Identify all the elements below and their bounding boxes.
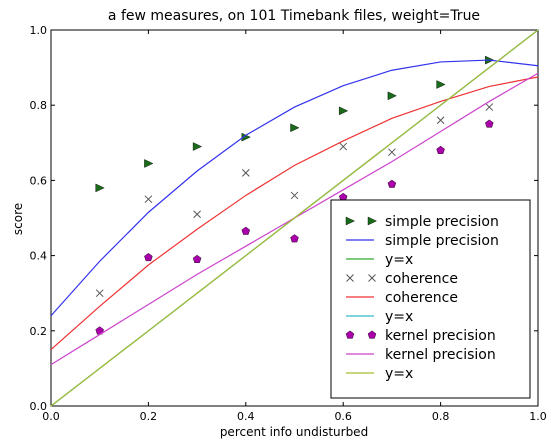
series-coherence-marker-point-stroke-b xyxy=(339,142,348,151)
series-coherence-marker-point xyxy=(193,210,201,219)
series-coherence-marker-point xyxy=(241,169,250,177)
series-simple-precision-marker-point xyxy=(387,91,397,101)
legend-box xyxy=(330,199,531,399)
series-coherence-marker-point xyxy=(388,148,396,157)
x-tick-label: 0.4 xyxy=(237,410,255,423)
series-simple-precision-marker-point xyxy=(144,159,154,168)
legend-entry-y-x-label: y=x xyxy=(385,252,413,268)
series-kernel-precision-marker-point xyxy=(192,254,202,263)
x-tick-label: 0.8 xyxy=(432,410,450,423)
x-tick-label: 0.2 xyxy=(140,410,158,423)
y-tick-label: 0.0 xyxy=(30,400,48,413)
series-kernel-precision-marker-point xyxy=(241,226,251,235)
series-simple-precision-marker-point xyxy=(339,106,349,116)
x-tick-label: 0.0 xyxy=(42,410,60,423)
series-coherence-marker-point xyxy=(95,289,104,298)
series-kernel-precision-marker-point xyxy=(290,234,299,243)
y-tick-label: 1.0 xyxy=(30,24,48,37)
series-simple-precision-marker-point xyxy=(192,142,203,151)
x-axis-label: percent info undisturbed xyxy=(220,425,368,439)
legend-entry-coherence-label: coherence xyxy=(385,290,458,306)
legend: simple precision simple precision y=x coher… xyxy=(330,199,531,399)
series-coherence-marker-point xyxy=(339,142,348,151)
series-coherence-marker-point-stroke-b xyxy=(485,103,494,111)
legend-entry-y-x-label: y=x xyxy=(385,309,413,325)
legend-entry-simple-precision-label: simple precision xyxy=(385,214,499,230)
series-coherence-line-line xyxy=(50,76,539,351)
axes-frame xyxy=(50,29,539,407)
x-tick-label: 0.6 xyxy=(334,410,352,423)
legend-entry-y-x-label: y=x xyxy=(385,366,413,382)
legend-entry-coherence-marker xyxy=(346,274,354,282)
series-simple-precision-marker-point xyxy=(436,80,446,89)
legend-entry-simple-precision-marker xyxy=(367,216,377,226)
series-kernel-precision-marker-point xyxy=(144,253,153,262)
series-coherence-marker-point-stroke-b xyxy=(436,116,445,125)
series-coherence-marker-point-stroke-b xyxy=(241,169,250,177)
legend-entry-kernel-precision-label: kernel precision xyxy=(385,328,496,344)
series-simple-precision-marker-point xyxy=(95,183,105,193)
series-simple-precision-line-line xyxy=(50,59,539,317)
series-coherence-marker-point-stroke-b xyxy=(95,289,104,298)
series-coherence-marker-point xyxy=(144,195,153,204)
series-coherence-marker-point-stroke-b xyxy=(388,148,396,157)
chart-title: a few measures, on 101 Timebank files, w… xyxy=(108,8,480,24)
legend-entry-coherence-marker-stroke-b xyxy=(346,274,354,282)
y-tick-label: 0.6 xyxy=(30,174,48,187)
series-coherence-marker-point-stroke-b xyxy=(144,195,153,204)
y-tick-label: 0.8 xyxy=(30,99,48,112)
series-coherence-marker-point-stroke-b xyxy=(193,210,201,219)
series-simple-precision-marker-point xyxy=(290,123,300,133)
series-coherence-marker-point xyxy=(485,103,494,111)
y-tick-label: 0.2 xyxy=(30,325,48,338)
y-axis-label: score xyxy=(11,203,25,235)
legend-entry-kernel-precision-marker xyxy=(345,330,355,339)
legend-entry-kernel-precision-marker xyxy=(367,330,377,339)
legend-entry-simple-precision-label: simple precision xyxy=(385,233,499,249)
x-tick-label: 1.0 xyxy=(529,410,547,423)
legend-entry-kernel-precision-label: kernel precision xyxy=(385,347,496,363)
plot-area: 0.0 0.2 0.4 0.6 0.8 1.0 0.0 0.2 0.4 0.6 0.8 1.0 xyxy=(30,24,547,423)
legend-entry-coherence-marker-stroke-b xyxy=(368,274,376,282)
series-kernel-precision-marker-point xyxy=(485,119,494,128)
legend-entry-simple-precision-marker xyxy=(345,216,355,226)
y-tick-label: 0.4 xyxy=(30,250,48,263)
series-kernel-precision-marker-point xyxy=(387,179,397,188)
series-coherence-marker-point xyxy=(290,191,299,200)
legend-entry-coherence-label: coherence xyxy=(385,271,458,287)
series-kernel-precision-marker-point xyxy=(436,145,445,154)
series-coherence-marker-point xyxy=(436,116,445,125)
legend-entry-coherence-marker xyxy=(368,274,376,282)
series-coherence-marker-point-stroke-b xyxy=(290,191,299,200)
series-y-x-line-line xyxy=(50,29,539,407)
